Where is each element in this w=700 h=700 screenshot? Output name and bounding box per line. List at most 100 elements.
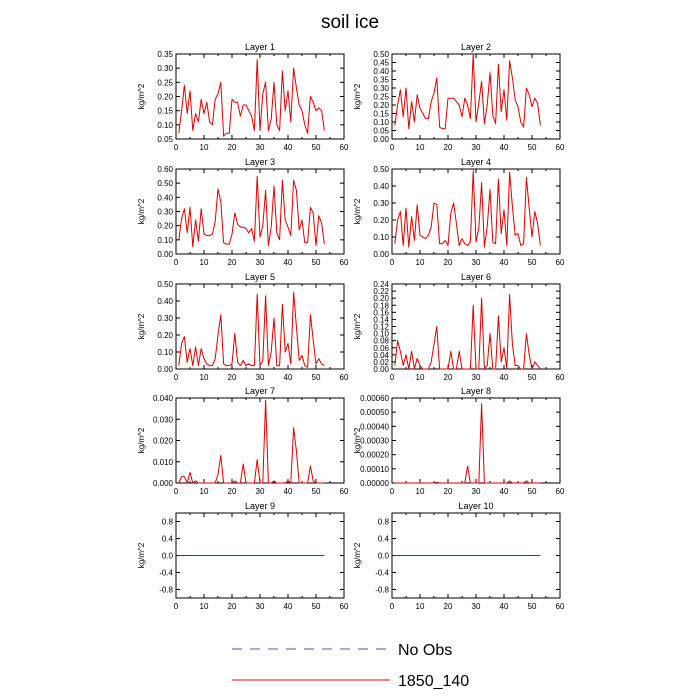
y-tick-label: 0.22: [373, 287, 389, 296]
data-point: [181, 218, 182, 219]
data-point: [203, 113, 204, 114]
data-point: [461, 116, 462, 117]
data-point: [475, 121, 476, 122]
data-point: [515, 482, 516, 483]
y-tick-label: 0.24: [373, 280, 389, 289]
data-point: [425, 482, 426, 483]
y-tick-label: 0.16: [373, 308, 389, 317]
x-tick-label: 10: [416, 258, 425, 267]
data-point: [433, 93, 434, 94]
legend-no-obs-label: No Obs: [398, 642, 452, 659]
x-tick-label: 20: [228, 258, 237, 267]
y-tick-label: 0.20: [157, 222, 173, 231]
data-point: [470, 242, 471, 243]
data-point: [301, 110, 302, 111]
data-point: [540, 555, 541, 556]
y-tick-label: 0.10: [157, 236, 173, 245]
data-point: [453, 368, 454, 369]
panels: Layer 10 10 20 30 40 50 600.050.100.150.200.25…: [137, 42, 565, 611]
data-point: [237, 224, 238, 225]
panel-title: Layer 10: [458, 501, 493, 511]
y-tick-label: 0.20: [373, 294, 389, 303]
data-point: [515, 99, 516, 100]
data-point: [464, 243, 465, 244]
data-point: [321, 363, 322, 364]
x-tick-label: 20: [444, 143, 453, 152]
data-point: [517, 106, 518, 107]
data-point: [487, 226, 488, 227]
data-point: [307, 133, 308, 134]
data-point: [414, 482, 415, 483]
data-point: [282, 482, 283, 483]
data-point: [414, 368, 415, 369]
panel-6: Layer 6 0 10 20 30 40 50 60 0.000.020.040.060.08…: [353, 272, 565, 382]
data-point: [313, 212, 314, 213]
data-point: [276, 232, 277, 233]
data-point: [273, 480, 274, 481]
data-point: [206, 235, 207, 236]
data-point: [534, 211, 535, 212]
data-point: [259, 236, 260, 237]
x-tick-label: 40: [284, 143, 293, 152]
y-tick-label: 0.030: [153, 415, 174, 424]
panel-title: Layer 5: [245, 272, 275, 282]
y-tick-label: 0.40: [157, 297, 173, 306]
data-point: [503, 209, 504, 210]
x-tick-label: 30: [256, 373, 265, 382]
x-tick-label: 50: [528, 487, 537, 496]
y-axis-label: kg/m^2: [353, 83, 362, 109]
data-point: [484, 482, 485, 483]
data-point: [419, 482, 420, 483]
x-tick-label: 50: [312, 143, 321, 152]
data-point: [290, 121, 291, 122]
data-point: [506, 368, 507, 369]
data-point: [285, 482, 286, 483]
data-point: [503, 347, 504, 348]
data-point: [229, 244, 230, 245]
data-point: [301, 482, 302, 483]
y-tick-label: 0.05: [157, 135, 173, 144]
data-point: [223, 482, 224, 483]
data-point: [296, 451, 297, 452]
x-tick-label: 10: [416, 487, 425, 496]
data-point: [212, 365, 213, 366]
data-point: [478, 103, 479, 104]
series-line-1850-140: [394, 170, 541, 248]
data-point: [178, 555, 179, 556]
data-point: [498, 315, 499, 316]
data-point: [293, 292, 294, 293]
x-tick-label: 40: [284, 373, 293, 382]
data-point: [523, 243, 524, 244]
data-point: [540, 368, 541, 369]
data-point: [506, 482, 507, 483]
data-point: [304, 124, 305, 125]
data-point: [209, 482, 210, 483]
data-point: [489, 189, 490, 190]
data-point: [178, 239, 179, 240]
data-point: [526, 480, 527, 481]
y-tick-label: 0.15: [157, 107, 173, 116]
data-point: [203, 234, 204, 235]
x-tick-label: 40: [284, 258, 293, 267]
x-tick-label: 40: [500, 143, 509, 152]
y-axis-label: kg/m^2: [137, 313, 146, 339]
data-point: [262, 482, 263, 483]
data-point: [273, 185, 274, 186]
data-point: [223, 242, 224, 243]
y-tick-label: 0.35: [373, 76, 389, 85]
data-point: [234, 102, 235, 103]
data-point: [537, 103, 538, 104]
y-tick-label: 0.040: [153, 394, 174, 403]
data-point: [453, 98, 454, 99]
data-point: [442, 368, 443, 369]
x-tick-label: 30: [472, 602, 481, 611]
y-tick-label: 0.12: [373, 323, 389, 332]
data-point: [251, 228, 252, 229]
data-point: [296, 326, 297, 327]
data-point: [217, 93, 218, 94]
data-point: [285, 219, 286, 220]
panel-title: Layer 3: [245, 157, 275, 167]
data-point: [206, 482, 207, 483]
data-point: [240, 482, 241, 483]
x-tick-label: 40: [284, 487, 293, 496]
